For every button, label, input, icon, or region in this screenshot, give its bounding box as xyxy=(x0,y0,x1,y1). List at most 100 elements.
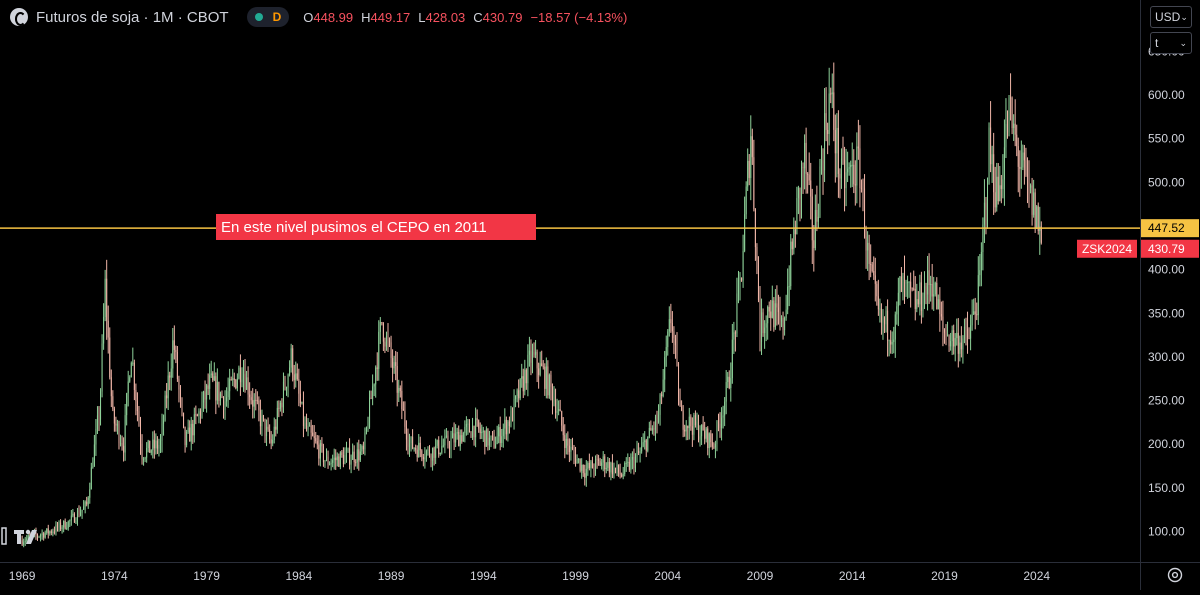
candle-body xyxy=(1003,147,1005,180)
candle-body xyxy=(421,450,423,457)
candle-body xyxy=(321,443,323,447)
candle-body xyxy=(415,448,417,450)
candle-body xyxy=(824,113,826,171)
candle-body xyxy=(825,113,827,130)
candle-body xyxy=(856,146,858,186)
candle-body xyxy=(313,435,315,439)
candle-body xyxy=(156,440,158,449)
candle-body xyxy=(353,451,355,463)
candle-body xyxy=(877,296,879,310)
candle-body xyxy=(742,250,744,281)
candle-body xyxy=(973,311,975,315)
annotation-text: En este nivel pusimos el CEPO en 2011 xyxy=(221,219,487,236)
candle-body xyxy=(141,443,143,460)
candle-body xyxy=(67,521,69,528)
candle-body xyxy=(602,456,604,463)
candle-body xyxy=(644,440,646,443)
candle-body xyxy=(441,446,443,453)
candle-body xyxy=(678,363,680,401)
candle-body xyxy=(634,456,636,468)
price-axis-panel[interactable] xyxy=(1140,0,1200,590)
settings-gear-icon[interactable] xyxy=(1166,566,1184,584)
candle-body xyxy=(359,451,361,461)
unit-select[interactable]: t ⌄ xyxy=(1150,32,1192,54)
candle-body xyxy=(834,129,836,154)
currency-select[interactable]: USD ⌄ xyxy=(1150,6,1192,28)
candle-body xyxy=(455,433,457,443)
candle-body xyxy=(510,410,512,426)
chevron-down-icon: ⌄ xyxy=(1179,37,1187,48)
candle-body xyxy=(35,532,37,536)
candle-body xyxy=(702,424,704,431)
candle-body xyxy=(816,210,818,222)
candle-body xyxy=(129,377,131,382)
candle-body xyxy=(650,427,652,431)
price-tick-label: 150.00 xyxy=(1148,481,1185,495)
candle-body xyxy=(413,448,415,450)
candle-body xyxy=(965,326,967,329)
candle-body xyxy=(269,429,271,440)
candle-body xyxy=(733,332,735,340)
candle-body xyxy=(235,379,237,389)
candle-body xyxy=(401,390,403,410)
candle-body xyxy=(1014,123,1016,135)
candle-body xyxy=(150,450,152,453)
candle-body xyxy=(508,421,510,426)
candle-body xyxy=(379,321,381,332)
candle-body xyxy=(674,338,676,346)
open-value: 448.99 xyxy=(313,9,354,25)
candle-body xyxy=(382,323,384,342)
candle-body xyxy=(734,332,736,334)
candle-body xyxy=(570,446,572,452)
candle-body xyxy=(199,411,201,416)
candle-body xyxy=(959,342,961,354)
candle-body xyxy=(940,314,942,317)
annotation-box[interactable] xyxy=(216,214,536,240)
candle-body xyxy=(309,425,311,427)
candle-body xyxy=(607,461,609,468)
candle-body xyxy=(136,401,138,412)
candle-body xyxy=(468,423,470,433)
candle-body xyxy=(793,229,795,250)
candle-body xyxy=(428,449,430,456)
candle-body xyxy=(930,283,932,286)
tradingview-logo-icon[interactable] xyxy=(0,524,48,548)
candle-body xyxy=(899,276,901,293)
candle-body xyxy=(864,188,866,237)
candle-body xyxy=(169,375,171,378)
candle-body xyxy=(730,378,732,389)
symbol-title[interactable]: Futuros de soja · 1M · CBOT xyxy=(36,8,229,26)
candle-body xyxy=(920,282,922,311)
candle-body xyxy=(804,142,806,169)
candle-body xyxy=(473,426,475,438)
candle-body xyxy=(116,424,118,426)
candle-body xyxy=(950,341,952,347)
candle-body xyxy=(662,379,664,396)
candle-body xyxy=(976,314,978,316)
candle-body xyxy=(55,524,57,532)
candle-body xyxy=(409,443,411,447)
candle-body xyxy=(880,308,882,323)
candle-body xyxy=(670,319,672,324)
candle-body xyxy=(501,436,503,443)
candle-body xyxy=(376,367,378,369)
candle-body xyxy=(631,456,633,460)
candle-body xyxy=(820,160,822,167)
candle-body xyxy=(189,427,191,442)
low-label: L xyxy=(418,9,426,25)
market-status-pill[interactable]: D xyxy=(246,7,290,27)
candle-body xyxy=(73,513,75,523)
candle-body xyxy=(936,282,938,310)
candle-body xyxy=(850,164,852,168)
price-tick-label: 500.00 xyxy=(1148,175,1185,189)
candle-body xyxy=(939,299,941,315)
candle-body xyxy=(378,331,380,369)
candle-body xyxy=(179,389,181,399)
candle-body xyxy=(364,432,366,450)
candle-body xyxy=(788,286,790,288)
candle-body xyxy=(724,401,726,416)
candle-body xyxy=(507,421,509,435)
candle-body xyxy=(90,467,92,490)
